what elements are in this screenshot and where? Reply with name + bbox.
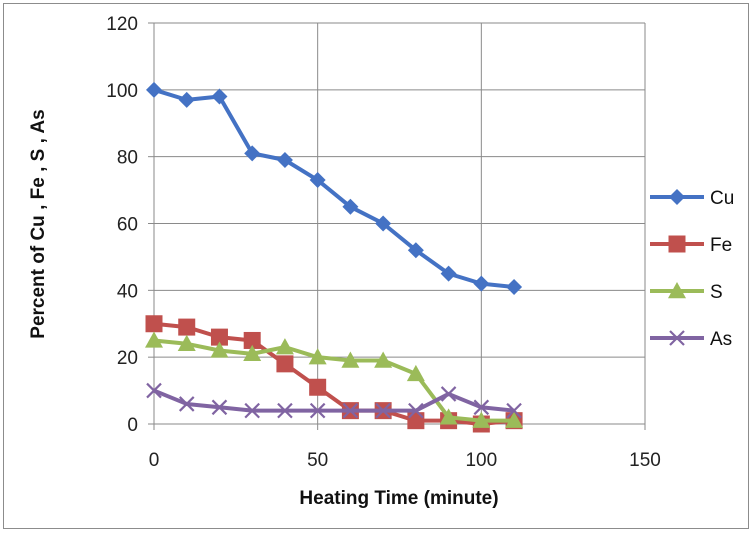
series-layer [145, 81, 524, 433]
data-point [309, 172, 326, 189]
legend-marker [669, 189, 685, 205]
series-cu [146, 81, 523, 295]
data-point [145, 331, 163, 348]
y-axis-title: Percent of Cu , Fe , S , As [28, 109, 49, 338]
x-tick-label: 50 [307, 450, 328, 471]
x-tick-label: 0 [149, 450, 160, 471]
data-point [244, 402, 260, 419]
gridlines [154, 22, 646, 424]
series-as [146, 382, 522, 419]
data-point [211, 399, 228, 416]
y-tick-label: 20 [117, 348, 138, 369]
data-point [506, 402, 522, 419]
data-point [243, 344, 262, 362]
series-s [145, 331, 524, 428]
legend-item-s: S [650, 282, 723, 303]
series-line [153, 87, 515, 289]
data-point [408, 402, 424, 419]
y-tick-label: 80 [117, 148, 138, 169]
data-point [146, 81, 162, 98]
data-point [406, 364, 425, 382]
legend: Cu Fe S As [650, 188, 734, 350]
y-tick-label: 120 [106, 14, 138, 35]
data-point [177, 334, 196, 351]
legend-label: As [710, 329, 732, 350]
legend-label: Cu [710, 188, 734, 209]
data-point [472, 411, 491, 428]
data-point [342, 198, 359, 215]
data-point [146, 382, 162, 399]
data-point [505, 411, 524, 428]
legend-marker [669, 330, 685, 346]
data-point [244, 145, 261, 162]
data-point [440, 386, 457, 402]
data-point [309, 378, 327, 396]
data-point [210, 341, 229, 358]
y-tick-label: 100 [106, 81, 138, 102]
x-axis-title: Heating Time (minute) [299, 488, 498, 509]
data-point [178, 318, 196, 336]
legend-item-cu: Cu [650, 188, 734, 209]
data-point [506, 278, 523, 295]
data-point [276, 152, 293, 169]
data-point [473, 275, 490, 292]
data-point [375, 402, 391, 419]
legend-item-as: As [650, 329, 732, 350]
chart-frame [3, 3, 749, 529]
series-fe [145, 315, 523, 433]
y-tick-label: 60 [117, 215, 138, 236]
data-point [145, 315, 163, 333]
data-point [440, 265, 457, 282]
data-point [277, 402, 293, 419]
data-point [275, 338, 294, 355]
series-line [153, 338, 515, 423]
legend-label: S [710, 282, 723, 303]
data-point [374, 351, 393, 368]
data-point [210, 328, 228, 346]
data-point [473, 399, 490, 416]
data-point [407, 412, 425, 430]
data-point [308, 348, 327, 365]
data-point [178, 396, 195, 412]
legend-marker [668, 235, 686, 253]
data-point [341, 351, 360, 368]
data-point [178, 91, 195, 108]
legend-label: Fe [710, 235, 732, 256]
data-point [342, 402, 359, 419]
data-point [375, 215, 392, 232]
legend-item-fe: Fe [650, 235, 732, 256]
data-point [276, 355, 294, 373]
data-point [439, 408, 458, 425]
data-point [407, 242, 424, 259]
y-tick-label: 40 [117, 281, 138, 302]
data-point [309, 402, 326, 419]
x-tick-label: 100 [465, 450, 497, 471]
x-tick-label: 150 [629, 450, 661, 471]
y-tick-label: 0 [127, 415, 138, 436]
data-point [243, 331, 261, 349]
series-line [153, 388, 515, 413]
data-point [211, 88, 228, 105]
legend-marker [668, 282, 686, 299]
